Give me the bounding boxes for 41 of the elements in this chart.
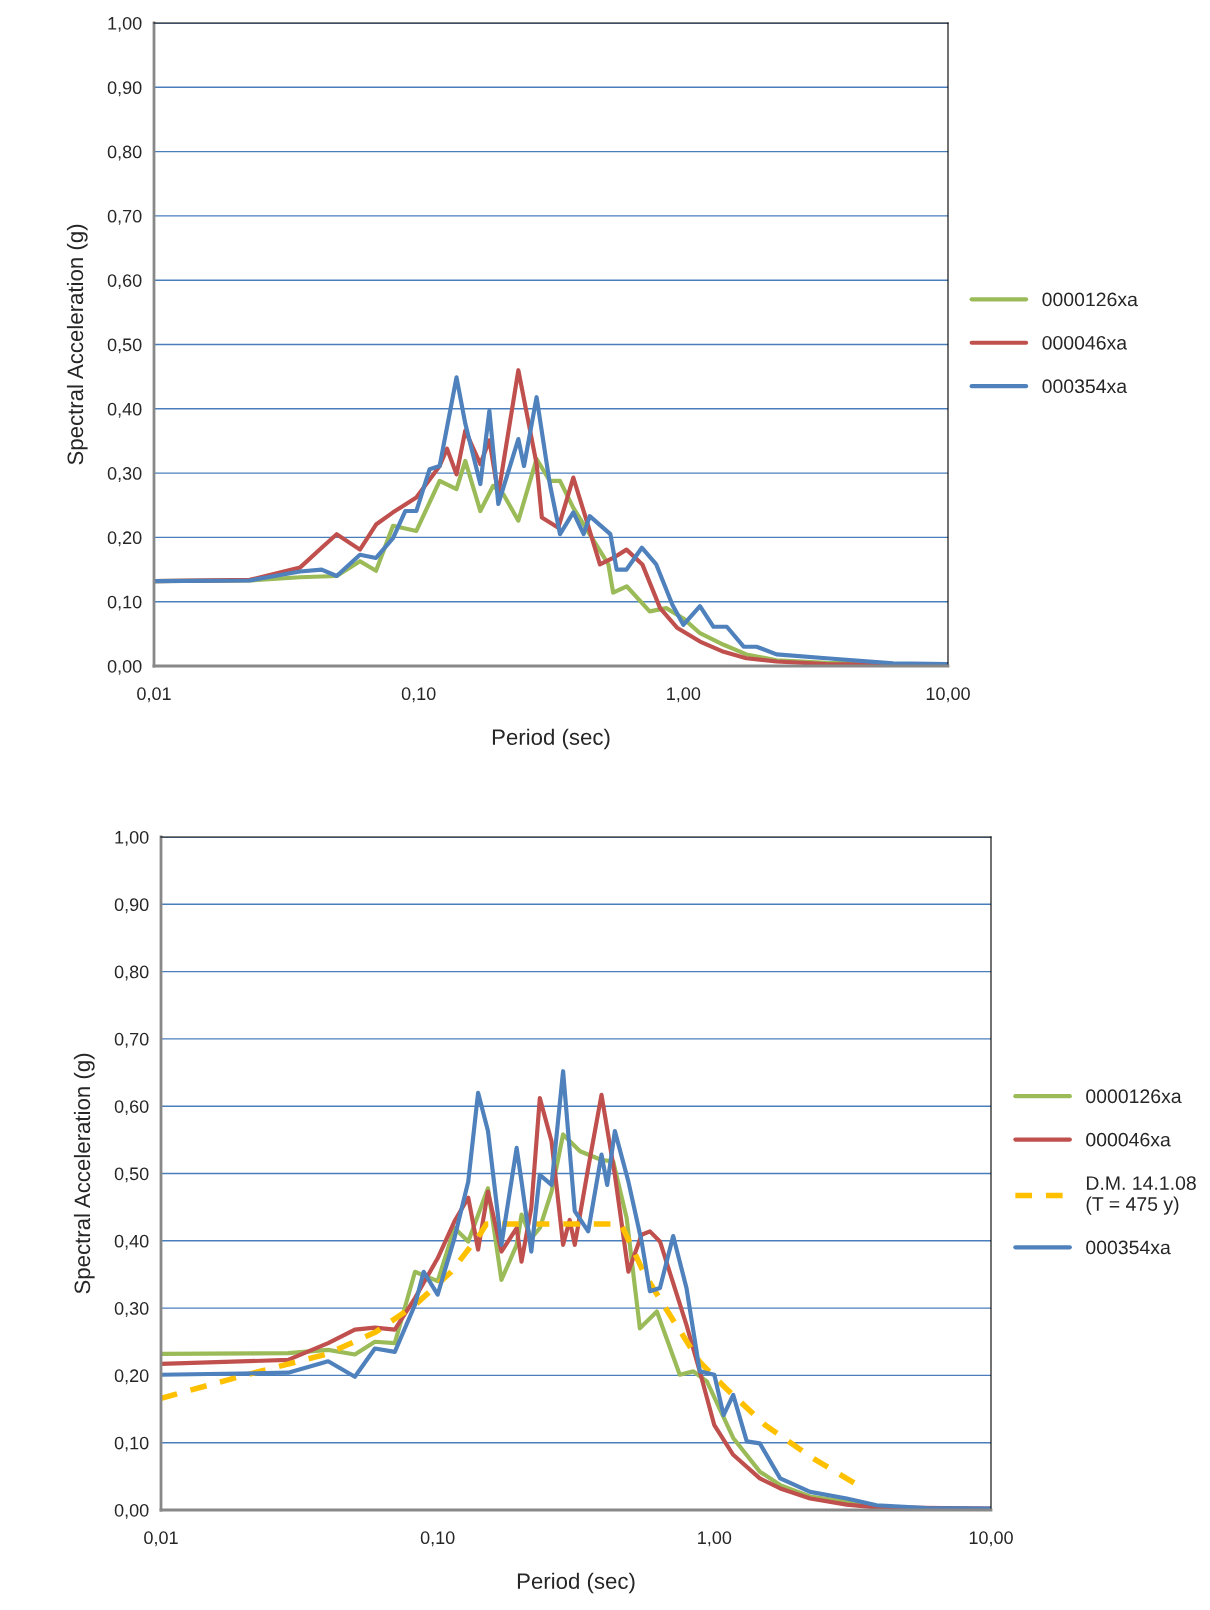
y-tick-label: 0,70	[114, 1032, 149, 1048]
y-tick-label: 0,60	[114, 1100, 149, 1116]
y-tick-label: 0,10	[107, 595, 142, 611]
y-tick-label: 0,90	[114, 898, 149, 914]
x-tick-label: 1,00	[698, 1531, 732, 1547]
y-tick-label: 0,20	[114, 1369, 149, 1385]
legend-label: D.M. 14.1.08 (T = 475 y)	[1086, 1176, 1196, 1215]
y-tick-label: 0,40	[107, 402, 142, 418]
x-axis-title: Period (sec)	[517, 1572, 635, 1594]
x-axis-title: Period (sec)	[492, 728, 610, 750]
y-tick-label: 0,80	[114, 965, 149, 981]
legend-label: 000046xa	[1042, 335, 1128, 350]
legend-label: 0000126xa	[1042, 292, 1138, 307]
legend-label: 000354xa	[1086, 1240, 1171, 1255]
y-tick-label: 0,50	[114, 1167, 149, 1183]
legend-label: 0000126xa	[1086, 1089, 1182, 1104]
x-tick-label: 10,00	[926, 687, 970, 703]
y-tick-label: 1,00	[115, 830, 149, 846]
y-tick-label: 0,60	[107, 274, 142, 290]
y-tick-label: 1,00	[108, 16, 142, 32]
x-tick-label: 0,01	[144, 1531, 178, 1547]
y-tick-label: 0,20	[107, 531, 142, 547]
y-tick-label: 0,00	[107, 659, 142, 675]
y-tick-label: 0,80	[107, 145, 142, 161]
y-axis-title: Spectral Acceleration (g)	[66, 224, 88, 465]
y-tick-label: 0,00	[114, 1503, 149, 1519]
x-tick-label: 10,00	[969, 1531, 1013, 1547]
y-tick-label: 0,30	[114, 1302, 149, 1317]
x-tick-label: 0,10	[420, 1531, 455, 1547]
y-axis-title: Spectral Acceleration (g)	[73, 1053, 95, 1294]
y-tick-label: 0,30	[107, 467, 142, 482]
y-tick-label: 0,40	[114, 1234, 149, 1250]
y-tick-label: 0,50	[107, 338, 142, 354]
y-tick-label: 0,90	[107, 81, 142, 97]
x-tick-label: 0,01	[137, 687, 171, 703]
y-tick-label: 0,70	[107, 209, 142, 225]
x-tick-label: 0,10	[401, 687, 436, 703]
legend-label: 000046xa	[1086, 1132, 1171, 1147]
legend-label: 000354xa	[1042, 379, 1128, 394]
x-tick-label: 1,00	[667, 687, 701, 703]
y-tick-label: 0,10	[114, 1436, 149, 1452]
